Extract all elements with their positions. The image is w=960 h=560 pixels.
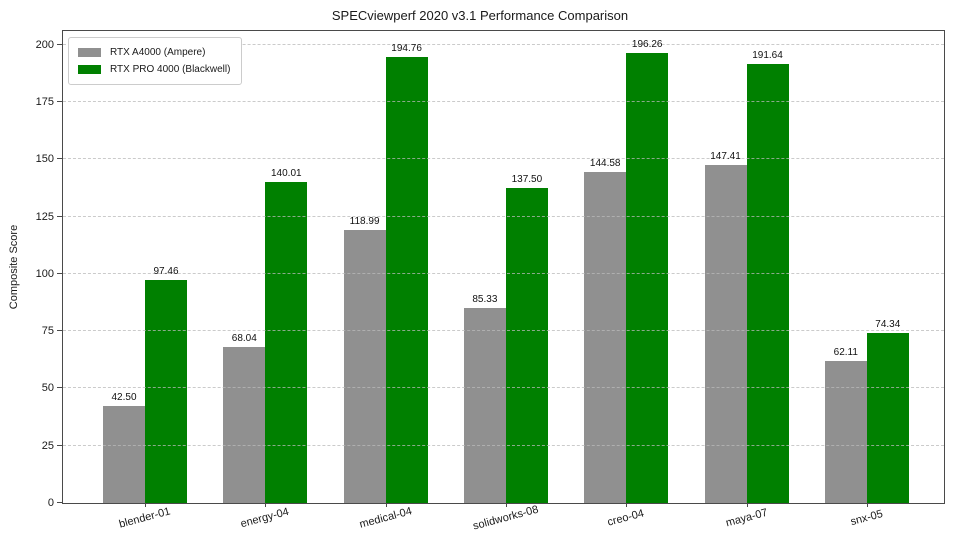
bar-blender-01-series0 [103, 405, 145, 503]
x-tick-mark [626, 503, 628, 507]
legend-item: RTX A4000 (Ampere) [78, 44, 230, 61]
gridline-y50 [63, 387, 944, 389]
bar-value-label: 42.50 [111, 391, 137, 403]
y-tick-label: 200 [35, 38, 54, 51]
bar-value-label: 191.64 [752, 49, 783, 61]
gridline-y25 [63, 444, 944, 446]
bar-value-label: 97.46 [153, 265, 179, 277]
legend-label: RTX A4000 (Ampere) [110, 47, 206, 58]
legend-item: RTX PRO 4000 (Blackwell) [78, 61, 230, 78]
bar-energy-04-series0 [223, 347, 266, 503]
y-tick-label: 150 [35, 153, 54, 166]
bar-maya-07-series0 [704, 165, 747, 503]
bar-creo-04-series0 [584, 171, 627, 503]
bar-value-label: 147.41 [710, 151, 741, 163]
bar-maya-07-series1 [746, 63, 789, 503]
gridline-y175 [63, 101, 944, 103]
plot-area: 42.50 97.46 68.04 140.01 118.99 194.76 85.33 13… [36, 30, 945, 533]
x-tick-mark [866, 503, 868, 507]
bar-value-label: 137.50 [511, 173, 543, 185]
legend: RTX A4000 (Ampere) RTX PRO 4000 (Blackwel… [68, 37, 243, 85]
x-tick-mark [265, 503, 267, 507]
y-tick-label: 175 [35, 96, 54, 109]
y-tick-mark [57, 444, 62, 446]
gridline-y150 [63, 158, 944, 160]
bar-value-label: 74.34 [875, 318, 901, 330]
x-tick-mark [746, 503, 748, 507]
bar-value-label: 85.33 [472, 293, 498, 305]
y-tick-label: 75 [41, 325, 54, 338]
bar-value-label: 196.26 [631, 39, 663, 51]
bar-value-label: 194.76 [391, 42, 422, 54]
y-tick-mark [57, 387, 62, 389]
y-tick-mark [57, 101, 62, 103]
bar-snx-05-series0 [824, 360, 867, 503]
gridline-y75 [63, 330, 944, 332]
gridline-y125 [63, 215, 944, 217]
bar-snx-05-series1 [866, 332, 909, 503]
bar-value-label: 118.99 [349, 216, 380, 228]
y-tick-mark [57, 215, 62, 217]
y-tick-label: 0 [47, 497, 54, 509]
y-tick-mark [57, 502, 62, 503]
bar-value-label: 140.01 [271, 168, 302, 180]
bar-value-label: 68.04 [231, 333, 257, 345]
bar-value-label: 144.58 [589, 157, 621, 169]
bar-energy-04-series1 [265, 182, 308, 503]
bar-solidworks-08-series1 [505, 187, 548, 503]
bar-creo-04-series1 [626, 53, 669, 503]
bar-value-label: 62.11 [833, 346, 858, 358]
y-tick-mark [57, 330, 62, 332]
y-tick-label: 50 [41, 382, 54, 395]
bar-medical-04-series0 [343, 230, 386, 503]
y-tick-label: 25 [41, 439, 54, 452]
chart-title: SPECviewperf 2020 v3.1 Performance Compa… [331, 8, 629, 23]
gridline-y200 [63, 43, 944, 45]
y-tick-mark [57, 272, 62, 274]
bar-solidworks-08-series0 [463, 307, 506, 503]
gridline-y100 [63, 272, 944, 274]
y-tick-label: 125 [35, 210, 54, 223]
bar-medical-04-series1 [385, 56, 428, 503]
y-tick-mark [57, 43, 62, 45]
x-tick-mark [505, 503, 507, 507]
legend-label: RTX PRO 4000 (Blackwell) [110, 64, 231, 75]
legend-color-swatch [78, 48, 101, 57]
legend-color-swatch [78, 65, 101, 74]
x-tick-mark [145, 503, 146, 507]
x-tick-mark [385, 503, 387, 507]
y-tick-mark [57, 158, 62, 160]
bar-blender-01-series1 [145, 279, 187, 503]
y-tick-label: 100 [35, 267, 54, 280]
